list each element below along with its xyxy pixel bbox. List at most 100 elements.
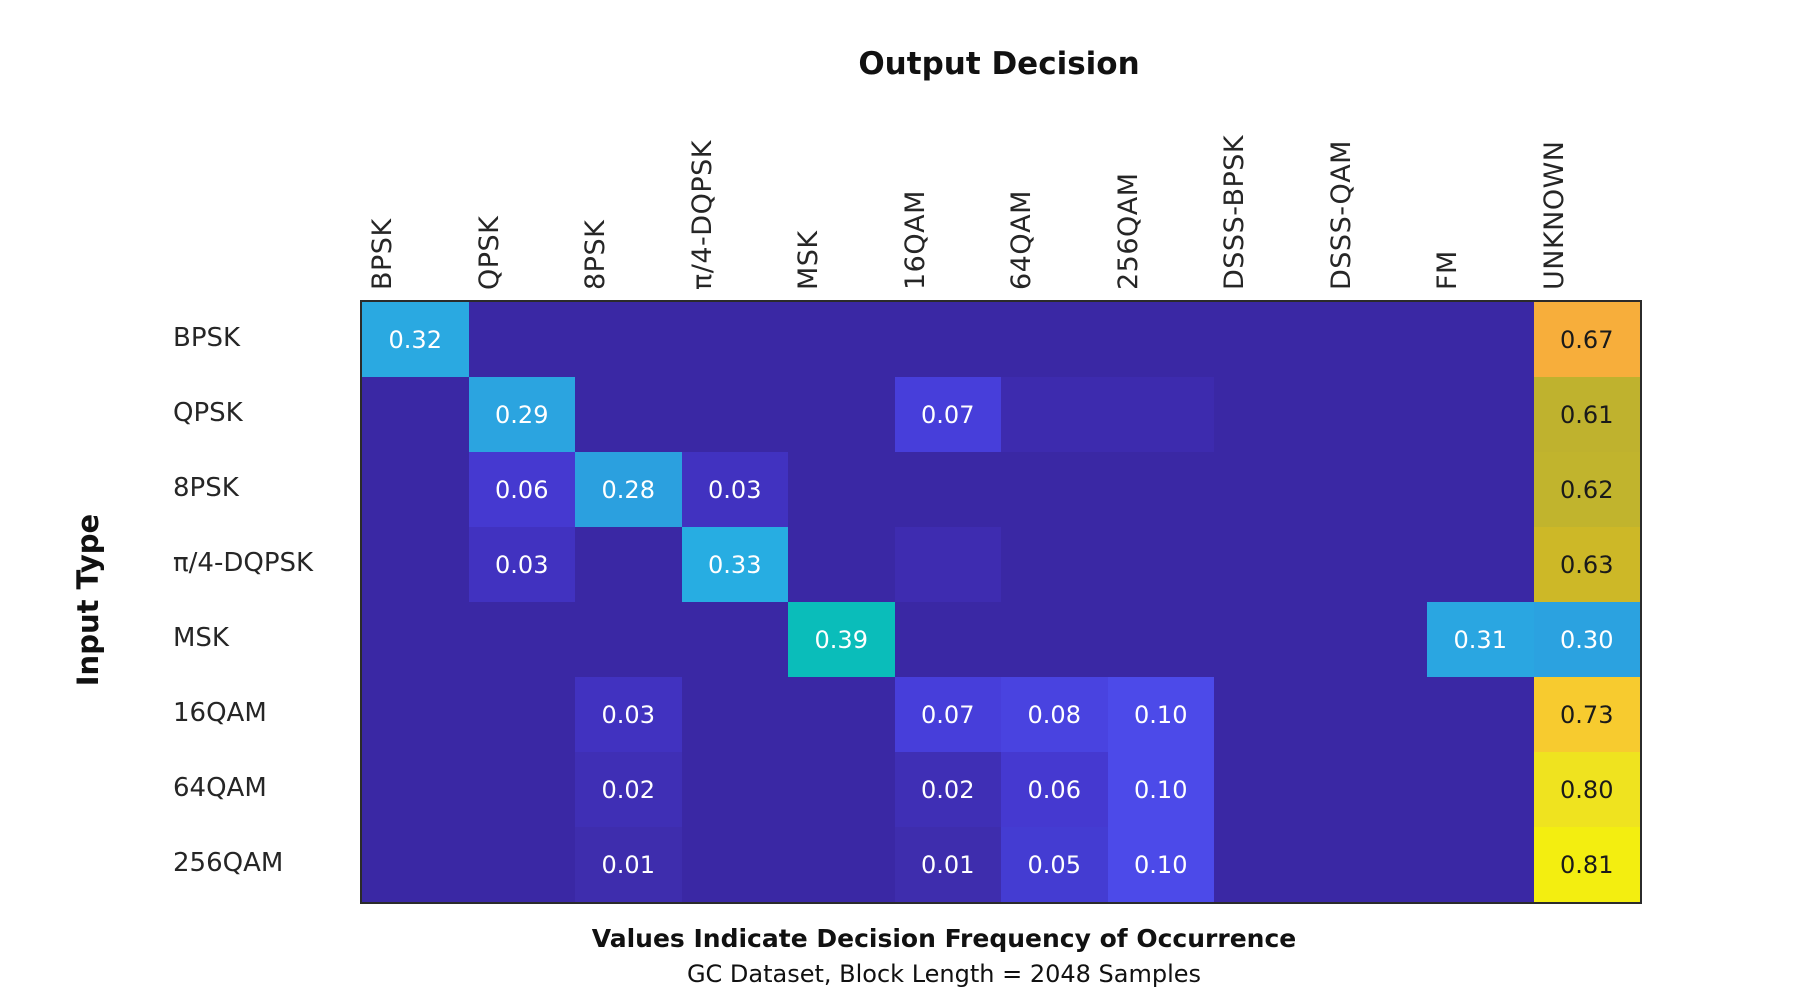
heatmap-cell: 0.33: [681, 527, 788, 602]
heatmap-cell: [362, 452, 469, 527]
subcaption-line: GC Dataset, Block Length = 2048 Samples: [686, 960, 1202, 988]
row-label: MSK: [173, 622, 229, 653]
heatmap-cell: 0.06: [1001, 752, 1108, 827]
heatmap-cell: [1001, 527, 1108, 602]
heatmap-cell: 0.39: [788, 602, 895, 677]
heatmap-cell: [1320, 677, 1427, 752]
heatmap-cell: [1107, 302, 1214, 377]
heatmap-cell: [362, 527, 469, 602]
heatmap-cell: [468, 752, 575, 827]
chart-title: Output Decision: [858, 46, 1140, 82]
heatmap-cell: 0.01: [575, 827, 682, 902]
heatmap-cell: [1427, 752, 1534, 827]
heatmap-cell: [468, 827, 575, 902]
heatmap-cell: [1107, 452, 1214, 527]
row-label: QPSK: [173, 397, 243, 428]
heatmap-cell: [788, 827, 895, 902]
heatmap-cell: 0.62: [1533, 452, 1640, 527]
heatmap-cell: 0.80: [1533, 752, 1640, 827]
heatmap-cell: [575, 527, 682, 602]
heatmap-cell: 0.63: [1533, 527, 1640, 602]
heatmap-cell: [681, 752, 788, 827]
heatmap-cell: [894, 452, 1001, 527]
heatmap-cell: [788, 452, 895, 527]
heatmap-cell: [1214, 827, 1321, 902]
heatmap-cell: 0.01: [894, 827, 1001, 902]
heatmap-cell: [1427, 302, 1534, 377]
heatmap-cell: [681, 827, 788, 902]
heatmap-cell: 0.02: [575, 752, 682, 827]
column-label: DSSS-BPSK: [1219, 134, 1251, 290]
heatmap-cell: [1107, 527, 1214, 602]
heatmap-cell: [1001, 377, 1108, 452]
heatmap-cell: [1214, 452, 1321, 527]
heatmap-cell: [575, 377, 682, 452]
row-label: 256QAM: [173, 847, 284, 878]
heatmap-cell: [788, 677, 895, 752]
heatmap-cell: [362, 677, 469, 752]
heatmap-cell: [681, 677, 788, 752]
heatmap-cell: [575, 602, 682, 677]
heatmap-cell: 0.08: [1001, 677, 1108, 752]
row-label: 64QAM: [173, 772, 267, 803]
heatmap-cell: 0.03: [575, 677, 682, 752]
heatmap-cell: [894, 302, 1001, 377]
heatmap-cell: 0.32: [362, 302, 469, 377]
heatmap-cell: [681, 377, 788, 452]
heatmap-cell: [1427, 827, 1534, 902]
column-label: DSSS-QAM: [1325, 140, 1357, 290]
heatmap-cell: [1214, 302, 1321, 377]
heatmap-cell: [1107, 602, 1214, 677]
heatmap-cell: [1001, 602, 1108, 677]
caption-line: Values Indicate Decision Frequency of Oc…: [591, 924, 1297, 953]
heatmap-cell: 0.07: [894, 377, 1001, 452]
heatmap-grid: 0.32 0.67 0.29 0.07 0.61 0.06 0.28 0.03 0.62 0.03…: [360, 300, 1642, 904]
heatmap-cell: 0.81: [1533, 827, 1640, 902]
heatmap-cell: [468, 677, 575, 752]
heatmap-cell: [1427, 452, 1534, 527]
column-label: MSK: [793, 230, 825, 290]
heatmap-cell: [1214, 527, 1321, 602]
heatmap-cell: [575, 302, 682, 377]
heatmap-cell: [362, 827, 469, 902]
heatmap-cell: 0.02: [894, 752, 1001, 827]
heatmap-cell: [1214, 677, 1321, 752]
row-label: π/4-DQPSK: [173, 547, 314, 578]
column-label: π/4-DQPSK: [686, 140, 718, 290]
heatmap-cell: 0.03: [681, 452, 788, 527]
heatmap-cell: [362, 602, 469, 677]
column-label: BPSK: [367, 218, 399, 290]
heatmap-cell: [1320, 827, 1427, 902]
heatmap-cell: [894, 602, 1001, 677]
heatmap-cell: 0.10: [1107, 827, 1214, 902]
heatmap-cell: 0.05: [1001, 827, 1108, 902]
heatmap-cell: 0.30: [1533, 602, 1640, 677]
heatmap-cell: [788, 302, 895, 377]
row-label: 8PSK: [173, 472, 239, 503]
column-label: 64QAM: [1006, 190, 1038, 290]
column-label: QPSK: [473, 215, 505, 290]
heatmap-cell: [468, 602, 575, 677]
heatmap-cell: [362, 377, 469, 452]
heatmap-cell: [788, 527, 895, 602]
heatmap-cell: [468, 302, 575, 377]
heatmap-cell: 0.31: [1427, 602, 1534, 677]
heatmap-cell: 0.61: [1533, 377, 1640, 452]
column-label: 8PSK: [580, 219, 612, 290]
heatmap-cell: [1320, 377, 1427, 452]
heatmap-cell: [1320, 602, 1427, 677]
column-label: FM: [1432, 250, 1464, 290]
heatmap-cell: [1107, 377, 1214, 452]
heatmap-cell: [1427, 377, 1534, 452]
column-label: 16QAM: [899, 190, 931, 290]
heatmap-cell: 0.03: [468, 527, 575, 602]
heatmap-cell: 0.06: [468, 452, 575, 527]
heatmap-cell: [1320, 527, 1427, 602]
heatmap-cell: [1427, 527, 1534, 602]
heatmap-cell: [788, 377, 895, 452]
heatmap-cell: [1214, 602, 1321, 677]
heatmap-cell: [1001, 302, 1108, 377]
row-label: 16QAM: [173, 697, 267, 728]
heatmap-cell: [681, 302, 788, 377]
